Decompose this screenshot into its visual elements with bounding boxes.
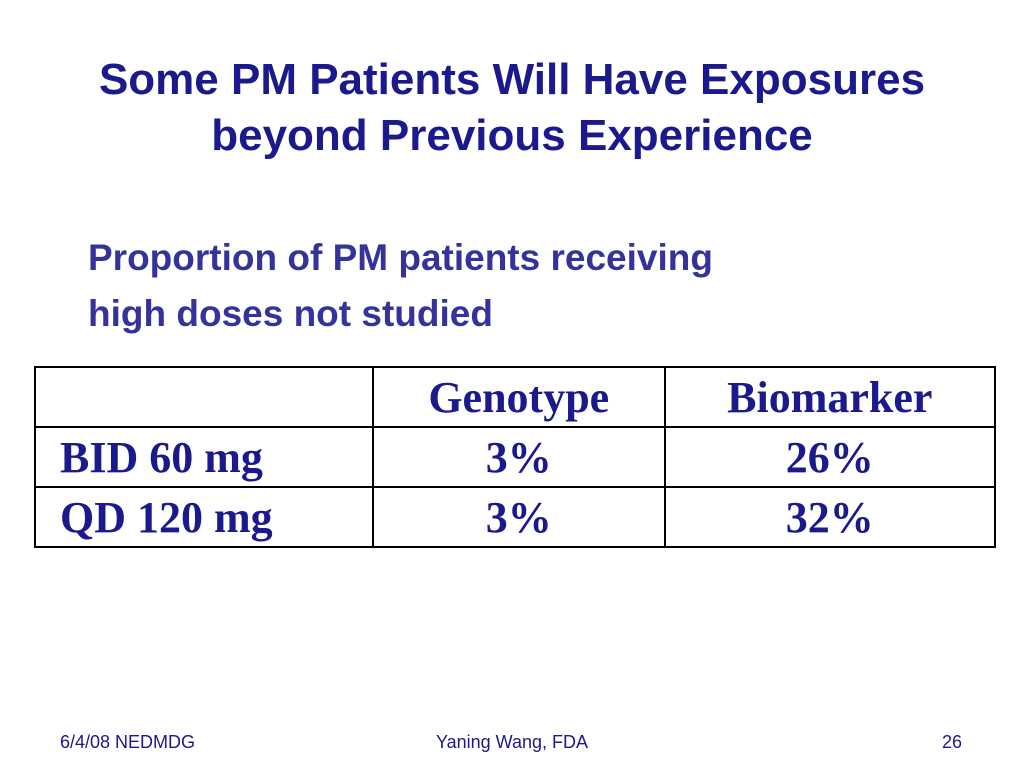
slide-subtitle-line-1: Proportion of PM patients receiving	[88, 237, 713, 278]
table-row: QD 120 mg 3% 32%	[34, 486, 997, 548]
table-cell-genotype: 3%	[372, 486, 666, 548]
table-header-genotype: Genotype	[372, 366, 666, 428]
table-header-blank-cell	[34, 366, 374, 428]
table-row-label: QD 120 mg	[34, 486, 374, 548]
table-header-row: Genotype Biomarker	[34, 366, 997, 428]
slide-title-line-2: beyond Previous Experience	[211, 111, 813, 160]
footer-page-number: 26	[941, 732, 962, 752]
table-row: BID 60 mg 3% 26%	[34, 426, 997, 488]
slide-title: Some PM Patients Will Have Exposures bey…	[0, 52, 1024, 164]
dose-proportion-table: Genotype Biomarker BID 60 mg 3% 26% QD 1…	[34, 366, 997, 548]
footer-author: Yaning Wang, FDA	[435, 732, 589, 752]
slide-subtitle-line-2: high doses not studied	[88, 293, 493, 334]
footer-date-event: 6/4/08 NEDMDG	[60, 732, 196, 752]
slide-title-line-1: Some PM Patients Will Have Exposures	[98, 55, 926, 104]
table-cell-biomarker: 26%	[663, 426, 997, 488]
table-cell-genotype: 3%	[372, 426, 666, 488]
slide-subtitle: Proportion of PM patients receiving high…	[88, 230, 888, 342]
table-cell-biomarker: 32%	[663, 486, 997, 548]
table-row-label: BID 60 mg	[34, 426, 374, 488]
table-header-biomarker: Biomarker	[663, 366, 997, 428]
